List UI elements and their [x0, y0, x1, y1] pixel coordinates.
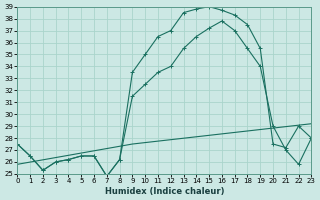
- X-axis label: Humidex (Indice chaleur): Humidex (Indice chaleur): [105, 187, 224, 196]
